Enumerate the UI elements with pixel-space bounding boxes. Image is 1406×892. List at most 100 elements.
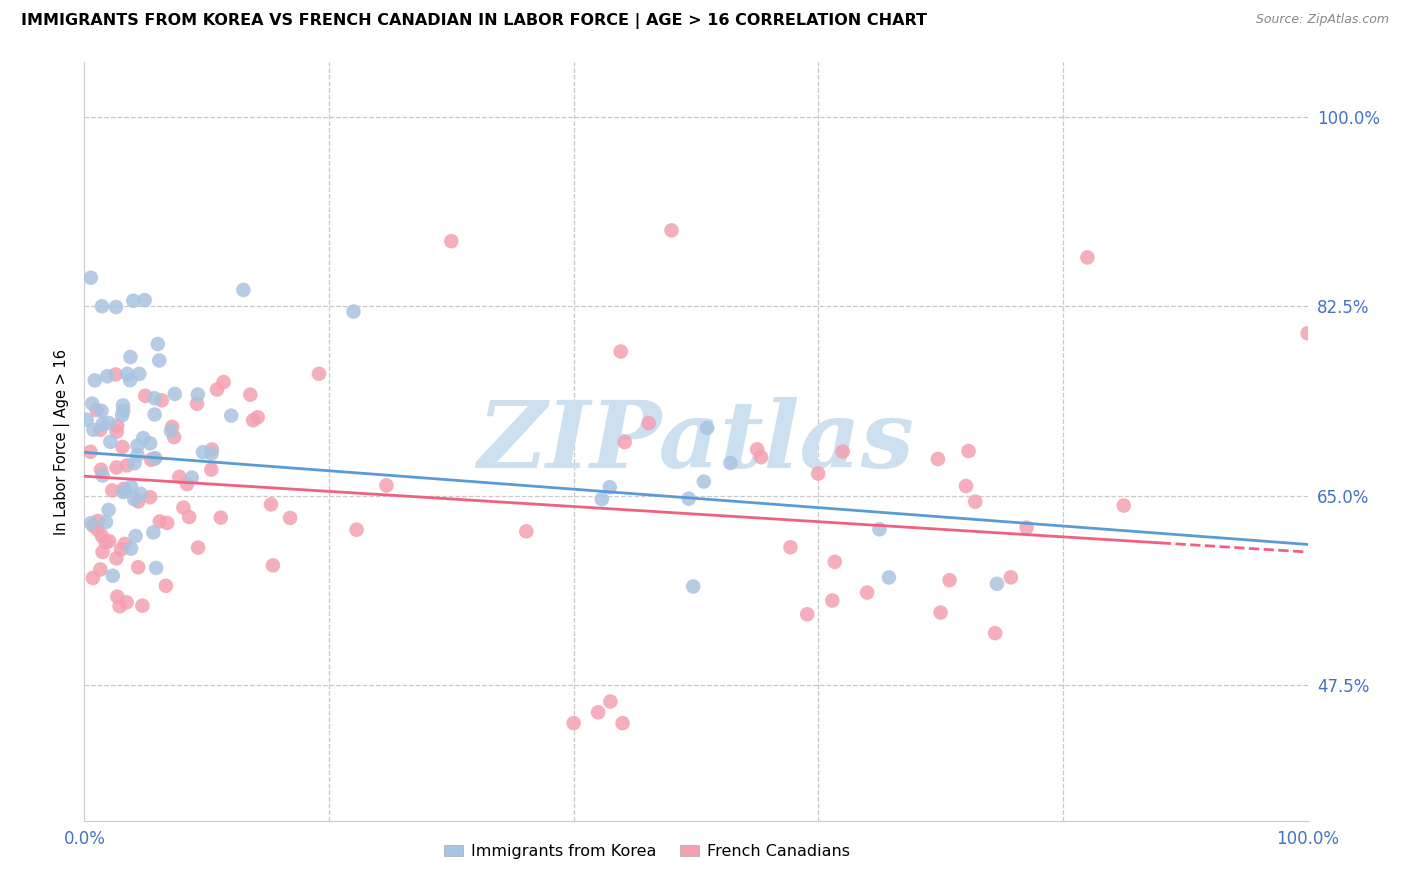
Point [927, 452, 949, 467]
Point [105, 551, 128, 566]
Point [91, 299, 114, 313]
Point [562, 716, 585, 731]
Point [308, 367, 330, 381]
Point [212, 375, 235, 389]
Point [591, 492, 613, 507]
Point [143, 451, 166, 466]
Point [693, 475, 716, 489]
Point [163, 387, 186, 401]
Point [720, 456, 742, 470]
Point [984, 626, 1007, 640]
Y-axis label: In Labor Force | Age > 16: In Labor Force | Age > 16 [55, 349, 70, 534]
Point [1015, 520, 1038, 534]
Point [262, 558, 284, 573]
Point [187, 387, 209, 401]
Point [869, 522, 891, 536]
Point [105, 590, 128, 604]
Point [232, 283, 254, 297]
Point [110, 542, 132, 557]
Point [187, 541, 209, 555]
Point [112, 403, 135, 417]
Point [127, 560, 149, 574]
Point [1112, 499, 1135, 513]
Point [122, 492, 145, 507]
Point [114, 537, 136, 551]
Point [127, 448, 149, 462]
Point [156, 516, 179, 530]
Point [82, 518, 104, 533]
Point [599, 480, 621, 494]
Point [120, 350, 142, 364]
Point [89, 423, 111, 437]
Point [586, 706, 609, 720]
Point [637, 416, 659, 430]
Point [80, 270, 103, 285]
Point [86, 523, 108, 537]
Point [682, 579, 704, 593]
Point [929, 606, 952, 620]
Point [342, 304, 364, 318]
Point [76, 413, 98, 427]
Point [176, 477, 198, 491]
Point [105, 460, 128, 475]
Point [97, 416, 120, 430]
Point [779, 541, 801, 555]
Point [180, 470, 202, 484]
Point [139, 452, 162, 467]
Point [610, 344, 633, 359]
Point [145, 561, 167, 575]
Point [186, 397, 208, 411]
Point [200, 446, 222, 460]
Point [90, 404, 112, 418]
Point [160, 424, 183, 438]
Point [938, 573, 960, 587]
Point [115, 458, 138, 473]
Point [82, 423, 104, 437]
Point [219, 409, 242, 423]
Point [346, 523, 368, 537]
Point [239, 387, 262, 401]
Point [191, 445, 214, 459]
Point [205, 383, 228, 397]
Point [91, 545, 114, 559]
Point [149, 515, 172, 529]
Point [955, 479, 977, 493]
Point [678, 491, 700, 506]
Point [661, 223, 683, 237]
Point [1076, 251, 1098, 265]
Point [150, 393, 173, 408]
Point [94, 515, 117, 529]
Point [139, 490, 162, 504]
Point [108, 599, 131, 614]
Point [209, 510, 232, 524]
Point [160, 420, 183, 434]
Point [155, 579, 177, 593]
Point [82, 396, 104, 410]
Text: Source: ZipAtlas.com: Source: ZipAtlas.com [1256, 13, 1389, 27]
Point [796, 607, 818, 622]
Point [112, 482, 135, 496]
Point [278, 511, 301, 525]
Point [90, 529, 112, 543]
Point [91, 417, 114, 431]
Point [127, 494, 149, 508]
Point [112, 485, 135, 500]
Point [86, 403, 108, 417]
Point [139, 436, 162, 450]
Point [807, 467, 830, 481]
Point [163, 430, 186, 444]
Point [120, 541, 142, 556]
Point [440, 234, 463, 248]
Point [375, 478, 398, 492]
Point [115, 595, 138, 609]
Point [143, 451, 166, 466]
Point [105, 418, 128, 433]
Point [98, 534, 121, 549]
Point [87, 514, 110, 528]
Point [148, 353, 170, 368]
Text: ZIPatlas: ZIPatlas [478, 397, 914, 486]
Point [824, 555, 846, 569]
Point [515, 524, 537, 539]
Text: IMMIGRANTS FROM KOREA VS FRENCH CANADIAN IN LABOR FORCE | AGE > 16 CORRELATION C: IMMIGRANTS FROM KOREA VS FRENCH CANADIAN… [21, 13, 927, 29]
Point [246, 410, 269, 425]
